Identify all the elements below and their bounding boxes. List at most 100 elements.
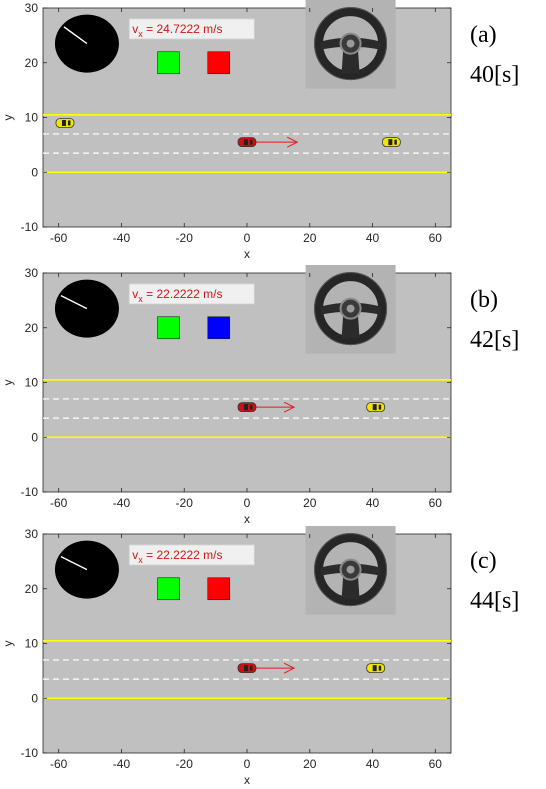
y-tick-label: 0 — [31, 430, 38, 444]
car-rear-window — [394, 139, 397, 145]
signal-light-red — [207, 577, 231, 601]
velocity-box — [128, 544, 255, 566]
velocity-readout: vx = 22.2222 m/s — [132, 548, 222, 565]
plot-area: vx = 22.2222 m/s -60 -40 -20 0 20 40 60 30 20 10 0 -… — [1, 526, 452, 787]
y-tick-label: -10 — [21, 485, 39, 499]
panel-label: (b) — [470, 287, 498, 313]
rim-edge — [314, 272, 388, 346]
x-tick-label: 40 — [366, 757, 380, 771]
x-tick-label: -20 — [176, 757, 194, 771]
car-rear-window — [378, 665, 382, 671]
steering-wheel-rim — [314, 272, 388, 346]
x-tick-label: 60 — [429, 757, 443, 771]
panel-label: (c) — [470, 548, 497, 574]
y-tick-label: 10 — [25, 376, 39, 390]
rim-edge — [314, 533, 388, 607]
wheel-hub-center — [346, 304, 355, 313]
x-tick-label: 20 — [303, 757, 317, 771]
x-tick-label: -40 — [113, 231, 131, 245]
y-tick-label: 10 — [25, 111, 39, 125]
y-axis-label: y — [1, 641, 15, 647]
velocity-arrowhead — [283, 662, 296, 674]
x-tick-label: -40 — [113, 496, 131, 510]
car-windshield — [244, 139, 248, 146]
plot-b: vx = 22.2222 m/s -60 -40 -20 0 20 40 60 30 20 10 0 -… — [1, 265, 452, 526]
x-tick-label: 0 — [244, 496, 251, 510]
x-tick-label: -40 — [113, 757, 131, 771]
x-tick-label: 40 — [366, 231, 380, 245]
car-windshield — [61, 119, 66, 126]
ego-car — [237, 663, 257, 674]
y-axis-label: y — [1, 380, 15, 386]
velocity-arrowhead — [286, 136, 299, 148]
plot-area: vx = 24.7222 m/s -60 -40 -20 0 20 40 60 30 20 10 0 -… — [1, 0, 452, 261]
panel-time: 44[s] — [470, 588, 520, 614]
y-tick-label: 20 — [25, 56, 39, 70]
y-axis-label: y — [1, 115, 15, 121]
car-windshield — [372, 665, 377, 672]
x-axis-label: x — [244, 247, 250, 261]
x-tick-label: 60 — [429, 496, 443, 510]
y-tick-label: 0 — [31, 165, 38, 179]
velocity-box — [128, 283, 255, 305]
x-tick-label: -20 — [176, 496, 194, 510]
y-tick-label: 30 — [25, 266, 39, 280]
steering-wheel-rim — [314, 7, 388, 81]
y-tick-label: 0 — [31, 691, 38, 705]
plot-a: vx = 24.7222 m/s -60 -40 -20 0 20 40 60 30 20 10 0 -… — [1, 0, 452, 261]
velocity-readout: vx = 22.2222 m/s — [132, 287, 222, 304]
other-car — [55, 118, 75, 128]
rim-edge — [314, 7, 388, 81]
ego-car — [237, 402, 257, 413]
panel-time: 42[s] — [470, 327, 520, 353]
y-tick-label: 30 — [25, 1, 39, 15]
x-axis-label: x — [244, 773, 250, 787]
other-car — [381, 137, 401, 148]
signal-light-green — [157, 316, 180, 340]
other-car — [366, 663, 386, 674]
car-rear-window — [67, 120, 71, 126]
signal-light-red — [207, 51, 231, 75]
velocity-readout: vx = 24.7222 m/s — [132, 22, 222, 39]
dial-hand — [63, 26, 88, 45]
x-tick-label: -60 — [50, 757, 68, 771]
car-rear-window — [250, 139, 253, 145]
y-tick-label: 20 — [25, 582, 39, 596]
panel-c: vx = 22.2222 m/s -60 -40 -20 0 20 40 60 30 20 10 0 -… — [0, 526, 546, 789]
panel-a: vx = 24.7222 m/s -60 -40 -20 0 20 40 60 30 20 10 0 -… — [0, 0, 546, 263]
car-windshield — [244, 665, 248, 672]
steering-wheel-rim — [314, 533, 388, 607]
y-tick-label: 30 — [25, 527, 39, 541]
signal-light-green — [157, 577, 180, 601]
panel-time: 40[s] — [470, 62, 520, 88]
panel-b: vx = 22.2222 m/s -60 -40 -20 0 20 40 60 30 20 10 0 -… — [0, 265, 546, 528]
signal-light-blue — [207, 316, 231, 340]
car-windshield — [388, 139, 393, 146]
x-tick-label: 20 — [303, 231, 317, 245]
plot-c: vx = 22.2222 m/s -60 -40 -20 0 20 40 60 30 20 10 0 -… — [1, 526, 452, 787]
x-axis-label: x — [244, 512, 250, 526]
x-tick-label: 40 — [366, 496, 380, 510]
x-tick-label: 0 — [244, 231, 251, 245]
y-tick-label: 10 — [25, 637, 39, 651]
x-tick-label: -60 — [50, 496, 68, 510]
car-windshield — [372, 404, 377, 411]
x-tick-label: 60 — [429, 231, 443, 245]
other-car — [366, 402, 386, 413]
y-tick-label: -10 — [21, 220, 39, 234]
plot-area: vx = 22.2222 m/s -60 -40 -20 0 20 40 60 30 20 10 0 -… — [1, 265, 452, 526]
x-tick-label: -60 — [50, 231, 68, 245]
y-tick-label: 20 — [25, 321, 39, 335]
velocity-arrowhead — [283, 401, 296, 413]
velocity-box — [128, 18, 255, 40]
x-tick-label: 20 — [303, 496, 317, 510]
x-tick-label: 0 — [244, 757, 251, 771]
car-rear-window — [378, 404, 382, 410]
signal-light-green — [157, 51, 180, 75]
dial-disc — [54, 540, 119, 599]
y-tick-label: -10 — [21, 746, 39, 760]
dial-hand — [60, 294, 88, 310]
wheel-hub-center — [346, 39, 355, 48]
x-tick-label: -20 — [176, 231, 194, 245]
car-rear-window — [250, 665, 253, 671]
